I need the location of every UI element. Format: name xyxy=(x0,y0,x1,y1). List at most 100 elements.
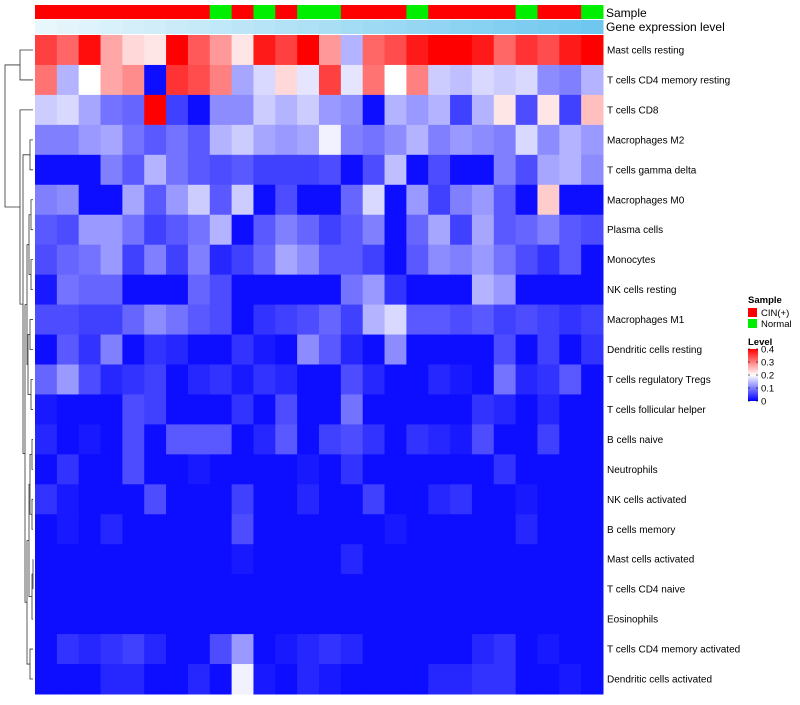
expression-annotation-cell xyxy=(144,20,167,34)
heatmap-cell xyxy=(537,574,560,605)
sample-annotation-cell xyxy=(406,5,429,19)
heatmap-cell xyxy=(297,394,320,425)
heatmap-cell xyxy=(166,94,189,126)
heatmap-cell xyxy=(35,334,58,365)
heatmap-cell xyxy=(537,394,560,425)
heatmap-cell xyxy=(231,124,254,156)
row-label: Macrophages M0 xyxy=(607,195,685,206)
heatmap-cell xyxy=(384,124,407,156)
heatmap-cell xyxy=(362,184,386,216)
heatmap-cell xyxy=(581,244,604,276)
heatmap-cell xyxy=(35,604,58,635)
heatmap-cell xyxy=(231,604,254,635)
sample-annotation-cell xyxy=(428,5,451,19)
heatmap-cell xyxy=(362,634,386,665)
heatmap-cell xyxy=(450,454,473,485)
heatmap-cell xyxy=(253,364,276,395)
heatmap-cell xyxy=(319,35,342,66)
heatmap-cell xyxy=(253,244,276,276)
heatmap-cell xyxy=(362,124,386,156)
heatmap-cell xyxy=(231,35,254,66)
heatmap-cell xyxy=(144,94,167,126)
heatmap-cell xyxy=(166,274,189,306)
heatmap-cell xyxy=(56,574,80,605)
heatmap-cell xyxy=(275,274,298,306)
heatmap-cell xyxy=(231,244,254,276)
heatmap-cell xyxy=(581,214,604,246)
expression-annotation-cell xyxy=(559,20,582,34)
heatmap-cell xyxy=(581,604,604,635)
heatmap-cell xyxy=(166,334,189,365)
heatmap-cell xyxy=(428,35,451,66)
heatmap-cell xyxy=(362,334,386,365)
expression-annotation-cell xyxy=(231,20,254,34)
heatmap-cell xyxy=(537,544,560,575)
sample-annotation-cell xyxy=(515,5,538,19)
heatmap-cell xyxy=(144,664,167,695)
heatmap-cell xyxy=(493,214,517,246)
heatmap-cell xyxy=(537,244,560,276)
row-label: NK cells activated xyxy=(607,495,686,506)
heatmap-cell xyxy=(122,484,145,515)
heatmap-cell xyxy=(581,364,604,395)
heatmap-cell xyxy=(471,484,495,515)
heatmap-cell xyxy=(515,454,538,485)
heatmap-cell xyxy=(56,454,80,485)
heatmap-cell xyxy=(319,214,342,246)
heatmap-cell xyxy=(340,124,364,156)
heatmap-cell xyxy=(122,274,145,306)
heatmap-cell xyxy=(297,424,320,455)
heatmap-cell xyxy=(340,454,364,485)
heatmap-cell xyxy=(428,424,451,455)
heatmap-cell xyxy=(559,274,582,306)
heatmap-cell xyxy=(209,484,233,515)
heatmap-cell xyxy=(187,124,211,156)
row-label: Mast cells resting xyxy=(607,45,684,56)
heatmap-cell xyxy=(166,574,189,605)
heatmap-cell xyxy=(384,184,407,216)
heatmap-cell xyxy=(340,274,364,306)
heatmap-cell xyxy=(78,664,102,695)
heatmap-cell xyxy=(471,664,495,695)
heatmap-cell xyxy=(78,334,102,365)
heatmap-cell xyxy=(297,604,320,635)
heatmap-cell xyxy=(297,364,320,395)
heatmap-cell xyxy=(471,364,495,395)
legend-tick-label: 0.3 xyxy=(761,358,774,369)
heatmap-cell xyxy=(428,514,451,545)
heatmap-cell xyxy=(406,574,429,605)
heatmap-cell xyxy=(581,184,604,216)
heatmap-cell xyxy=(537,304,560,336)
heatmap-cell xyxy=(100,544,123,575)
heatmap-cell xyxy=(56,184,80,216)
heatmap-cell xyxy=(209,35,233,66)
heatmap-cell xyxy=(559,35,582,66)
heatmap-cell xyxy=(122,604,145,635)
heatmap-cell xyxy=(515,244,538,276)
heatmap-cell xyxy=(231,364,254,395)
heatmap-cell xyxy=(209,634,233,665)
heatmap-cell xyxy=(209,514,233,545)
heatmap-cell xyxy=(319,64,342,96)
heatmap-cell xyxy=(100,484,123,515)
heatmap-cell xyxy=(471,424,495,455)
heatmap-cell xyxy=(231,514,254,545)
expression-annotation-cell xyxy=(362,20,386,34)
heatmap-cell xyxy=(581,274,604,306)
heatmap-cell xyxy=(406,394,429,425)
heatmap-cell xyxy=(515,424,538,455)
heatmap-cell xyxy=(35,154,58,186)
heatmap-cell xyxy=(384,154,407,186)
legend: Sample CIN(+) Normal Level 0.4 0.3 0.2 0.1 0 xyxy=(748,295,792,408)
heatmap-cell xyxy=(209,364,233,395)
heatmap-cell xyxy=(78,364,102,395)
heatmap-cell xyxy=(231,94,254,126)
heatmap-cell xyxy=(100,274,123,306)
heatmap-cell xyxy=(56,154,80,186)
heatmap-cell xyxy=(450,544,473,575)
heatmap-cell xyxy=(537,514,560,545)
heatmap-cell xyxy=(340,214,364,246)
heatmap-cell xyxy=(275,214,298,246)
heatmap-cell xyxy=(471,94,495,126)
heatmap-cell xyxy=(450,154,473,186)
